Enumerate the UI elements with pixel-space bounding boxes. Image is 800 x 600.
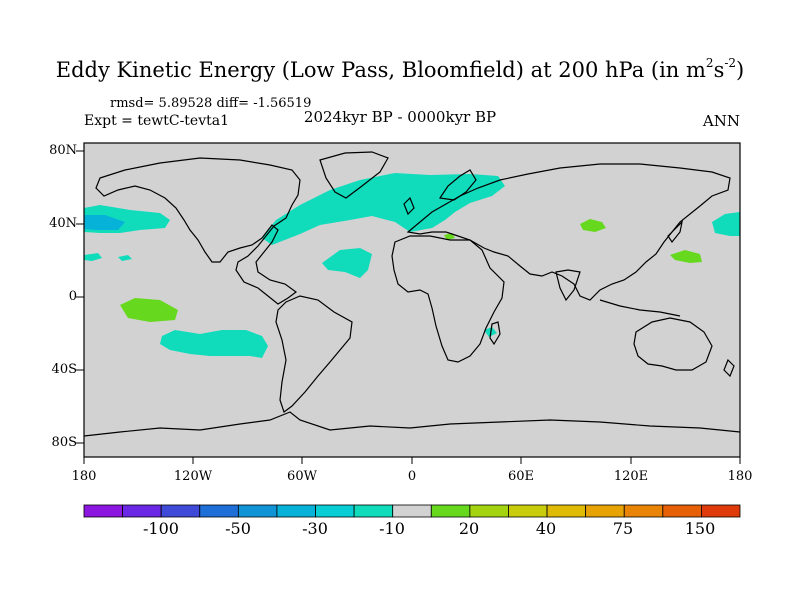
colorbar-segment [276, 504, 316, 518]
colorbar-label: -50 [225, 519, 251, 538]
lat-ticks [76, 150, 84, 444]
colorbar-label: 150 [684, 519, 716, 538]
experiment-label: Expt = tewtC-tevta1 [84, 113, 229, 129]
field-subtropical-pacific-2 [118, 255, 132, 261]
colorbar-segment [662, 504, 702, 518]
coast-india [555, 269, 581, 302]
coast-eurasia [406, 163, 731, 301]
lat-label: 80N [49, 143, 77, 158]
colorbar-label: -100 [143, 519, 179, 538]
coast-madagascar [489, 321, 501, 346]
lon-label: 180 [71, 469, 97, 484]
lon-label: 120W [173, 469, 213, 484]
lat-label: 80S [51, 435, 77, 450]
colorbar-segment [122, 504, 162, 518]
field-west-pacific-core [84, 215, 125, 230]
field-west-pacific-green [670, 250, 702, 263]
lon-ticks [83, 457, 741, 464]
colorbar-label: -10 [379, 519, 405, 538]
plot-title: Eddy Kinetic Energy (Low Pass, Bloomfiel… [55, 56, 745, 82]
coast-antarctica [84, 411, 740, 437]
field-south-pacific [160, 330, 268, 358]
colorbar-segment [237, 504, 278, 518]
colorbar-segment [469, 504, 509, 518]
period-label: 2024kyr BP - 0000kyr BP [303, 108, 497, 126]
colorbar-segment [83, 504, 123, 518]
coastlines [84, 151, 740, 437]
season-label: ANN [702, 112, 740, 130]
rmsd-text: rmsd= 5.89528 diff= -1.56519 [110, 96, 312, 111]
lon-label: 180 [727, 469, 753, 484]
lon-label: 60E [507, 469, 535, 484]
field-subtropical-atlantic [322, 248, 372, 278]
colorbar-segment [508, 504, 548, 518]
colorbar-segment [546, 504, 587, 518]
coast-north-america [95, 157, 301, 305]
coast-greenland [319, 151, 389, 199]
lat-label: 40S [51, 362, 77, 377]
colorbar-segment [199, 504, 239, 518]
coast-south-america [275, 295, 353, 413]
colorbar [83, 504, 741, 518]
colorbar-segment [701, 504, 741, 518]
lon-label: 60W [287, 469, 317, 484]
coast-japan [667, 220, 683, 244]
lat-label: 0 [68, 289, 77, 304]
colorbar-label: 20 [458, 519, 480, 538]
coast-indonesia [599, 299, 681, 317]
coast-australia [633, 317, 713, 371]
field-east-pacific-green [120, 298, 178, 322]
colorbar-segment [623, 504, 664, 518]
coast-new-zealand [723, 358, 735, 378]
field-east-pacific-edge [712, 212, 740, 236]
colorbar-segment [585, 504, 625, 518]
colorbar-label: 75 [612, 519, 634, 538]
lat-label: 40N [49, 216, 77, 231]
colorbar-segment [353, 504, 394, 518]
colorbar-label: -30 [302, 519, 328, 538]
field-subtropical-pacific [84, 253, 102, 261]
colorbar-label: 40 [535, 519, 557, 538]
colorbar-segment [315, 504, 355, 518]
lon-label: 0 [407, 469, 417, 484]
colorbar-segment [392, 504, 432, 518]
colorbar-segment [430, 504, 471, 518]
coast-britain [403, 196, 415, 216]
coast-scandinavia [438, 169, 477, 201]
field-central-asia [580, 219, 606, 232]
lon-label: 120E [613, 469, 649, 484]
field-mediterranean [444, 233, 455, 240]
colorbar-segment [160, 504, 201, 518]
